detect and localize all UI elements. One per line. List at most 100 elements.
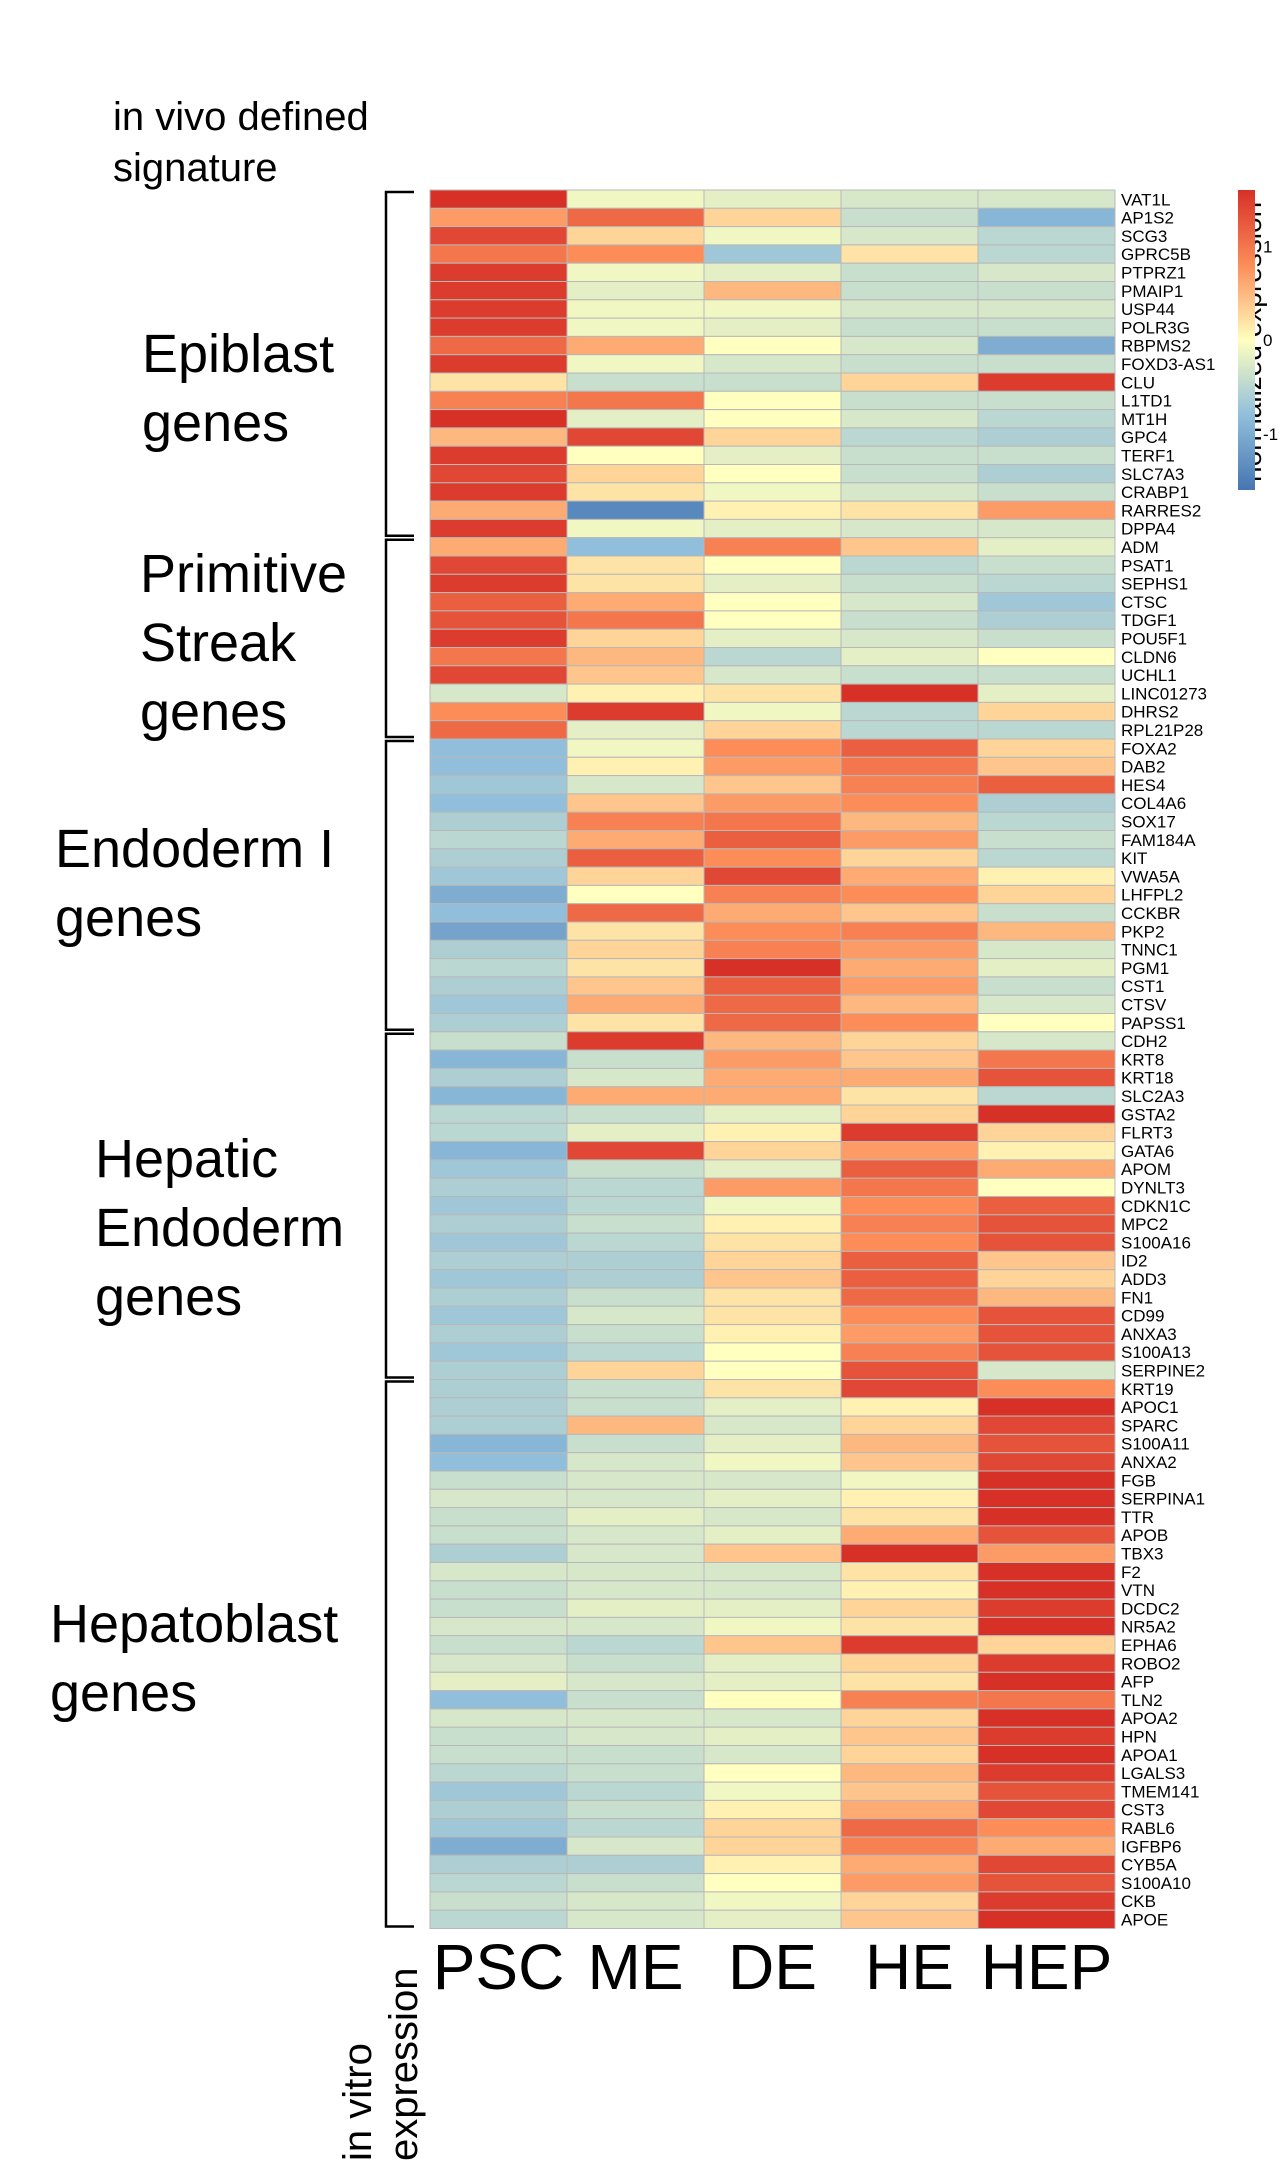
- heatmap-cell: [977, 1488, 1116, 1509]
- heatmap-cell: [429, 1122, 568, 1143]
- heatmap-cell: [566, 1031, 705, 1051]
- heatmap-cell: [429, 1324, 568, 1344]
- heatmap-cell: [566, 1690, 705, 1710]
- heatmap-cell: [566, 1836, 705, 1856]
- heatmap-cell: [977, 1690, 1116, 1710]
- gene-label: SEPHS1: [1121, 575, 1188, 594]
- heatmap-cell: [566, 1854, 705, 1875]
- heatmap-cell: [977, 335, 1116, 356]
- heatmap-cell: [977, 1324, 1116, 1344]
- heatmap-cell: [429, 1013, 568, 1033]
- heatmap-cell: [703, 1836, 842, 1856]
- heatmap-cell: [703, 317, 842, 337]
- heatmap-cell: [703, 299, 842, 319]
- legend-tick-label: 1: [1263, 237, 1272, 256]
- heatmap-cell: [840, 939, 979, 960]
- heatmap-cell: [840, 1781, 979, 1801]
- heatmap-cell: [703, 1159, 842, 1179]
- heatmap-cell: [566, 1122, 705, 1143]
- heatmap-cell: [703, 775, 842, 795]
- gene-label: FOXA2: [1121, 739, 1177, 758]
- gene-label: FN1: [1121, 1288, 1153, 1307]
- heatmap-cell: [977, 226, 1116, 246]
- heatmap-cell: [703, 1031, 842, 1051]
- heatmap-cell: [977, 976, 1116, 996]
- heatmap-cell: [977, 610, 1116, 630]
- heatmap-cell: [703, 1013, 842, 1033]
- heatmap-cell: [840, 1214, 979, 1234]
- heatmap-cell: [566, 1159, 705, 1179]
- heatmap-cell: [703, 1232, 842, 1252]
- heatmap-cell: [840, 1452, 979, 1472]
- heatmap-cell: [703, 226, 842, 246]
- gene-label: ROBO2: [1121, 1654, 1181, 1673]
- heatmap-cell: [977, 1726, 1116, 1746]
- gene-label: APOM: [1121, 1160, 1171, 1179]
- heatmap-cell: [977, 1104, 1116, 1124]
- heatmap-cell: [703, 281, 842, 301]
- heatmap-cell: [977, 555, 1116, 575]
- heatmap-cell: [703, 939, 842, 960]
- gene-label: SLC2A3: [1121, 1087, 1184, 1106]
- group-label: Hepatic Endoderm genes: [95, 1129, 345, 1327]
- gene-label: COL4A6: [1121, 794, 1186, 813]
- heatmap-cell: [977, 939, 1116, 960]
- gene-label: GPC4: [1121, 428, 1167, 447]
- heatmap-cell: [977, 793, 1116, 813]
- legend-tick-label: -1: [1263, 425, 1278, 444]
- heatmap-cell: [566, 1909, 705, 1929]
- heatmap-cell: [977, 1342, 1116, 1362]
- heatmap-cell: [977, 628, 1116, 649]
- heatmap-cell: [840, 1616, 979, 1637]
- gene-label: APOA1: [1121, 1746, 1178, 1765]
- heatmap-cell: [703, 1177, 842, 1197]
- heatmap-cell: [977, 1122, 1116, 1143]
- heatmap-cell: [429, 1708, 568, 1728]
- heatmap-cell: [429, 903, 568, 923]
- heatmap-cell: [703, 1745, 842, 1765]
- heatmap-cell: [429, 1726, 568, 1746]
- heatmap-cell: [703, 207, 842, 228]
- gene-label: SCG3: [1121, 227, 1167, 246]
- heatmap-cell: [429, 1891, 568, 1911]
- heatmap-cell: [977, 207, 1116, 228]
- gene-label: POU5F1: [1121, 630, 1187, 649]
- gene-label: RPL21P28: [1121, 721, 1203, 740]
- gene-label: RABL6: [1121, 1819, 1175, 1838]
- heatmap-cell: [566, 390, 705, 411]
- column-label: HE: [865, 1930, 954, 2003]
- heatmap-cell: [429, 958, 568, 978]
- heatmap-cell: [703, 958, 842, 978]
- heatmap-cell: [703, 665, 842, 685]
- heatmap-cell: [977, 775, 1116, 795]
- heatmap-cell: [840, 1013, 979, 1033]
- heatmap-cell: [703, 573, 842, 594]
- heatmap-cell: [977, 390, 1116, 411]
- heatmap-cell: [566, 1104, 705, 1124]
- heatmap-cell: [977, 537, 1116, 557]
- heatmap-cell: [703, 994, 842, 1015]
- heatmap-cell: [703, 683, 842, 703]
- heatmap-cell: [429, 1305, 568, 1326]
- legend-tick-label: 0: [1263, 331, 1272, 350]
- gene-label: DPPA4: [1121, 520, 1176, 539]
- heatmap-cell: [566, 1360, 705, 1380]
- heatmap-cell: [840, 1507, 979, 1527]
- heatmap-cell: [566, 1250, 705, 1271]
- heatmap-cell: [840, 756, 979, 777]
- heatmap-cell: [566, 1470, 705, 1490]
- heatmap-cell: [840, 994, 979, 1015]
- heatmap-cell: [566, 226, 705, 246]
- heatmap-cell: [429, 1525, 568, 1545]
- heatmap-cell: [566, 1305, 705, 1326]
- heatmap-cell: [977, 1562, 1116, 1582]
- heatmap-cell: [566, 482, 705, 502]
- heatmap-cell: [703, 811, 842, 832]
- heatmap-cell: [840, 1726, 979, 1746]
- heatmap-cell: [703, 903, 842, 923]
- heatmap-cell: [703, 1909, 842, 1929]
- gene-label: CLU: [1121, 373, 1155, 392]
- heatmap-cell: [429, 994, 568, 1015]
- gene-label: CLDN6: [1121, 648, 1177, 667]
- gene-label: TNNC1: [1121, 941, 1178, 960]
